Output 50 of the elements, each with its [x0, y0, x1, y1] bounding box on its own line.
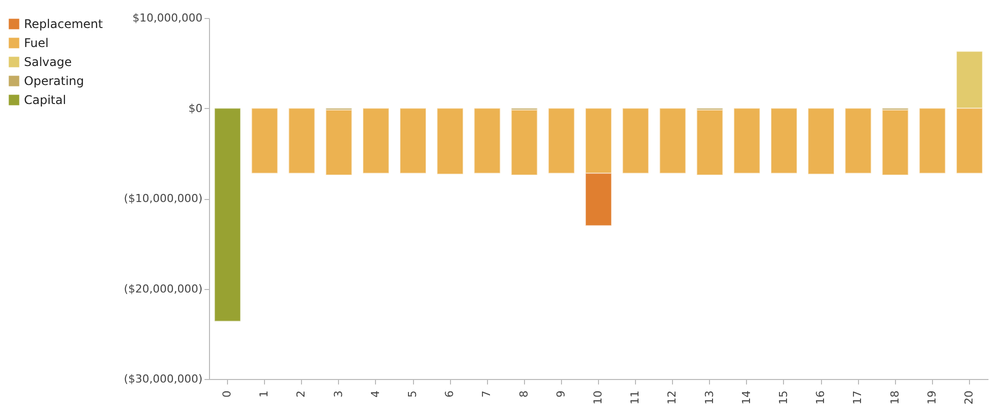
bar — [325, 110, 352, 176]
bar — [214, 108, 242, 322]
x-tick-label: 9 — [554, 390, 568, 398]
bar — [918, 108, 946, 174]
legend-label: Salvage — [24, 55, 72, 69]
x-tick-label: 16 — [814, 390, 828, 404]
legend-label: Fuel — [24, 36, 49, 50]
x-tick-label: 18 — [888, 390, 902, 404]
bar — [882, 110, 909, 176]
x-tick-label: 6 — [443, 390, 456, 398]
x-tick-label: 2 — [294, 390, 308, 398]
bar — [288, 108, 316, 174]
bar — [844, 108, 872, 174]
bar — [696, 110, 724, 176]
bar — [622, 108, 650, 174]
x-tick-label: 13 — [702, 390, 716, 404]
y-tick-label: ($30,000,000) — [124, 372, 202, 386]
x-tick-label: 10 — [592, 390, 604, 404]
y-tick-label: $0 — [188, 102, 202, 115]
bar — [733, 108, 760, 174]
legend-label: Capital — [24, 93, 66, 107]
x-tick-label: 5 — [406, 390, 420, 398]
bar — [251, 108, 278, 174]
x-tick-label: 12 — [666, 390, 679, 404]
x-tick-label: 4 — [368, 390, 382, 398]
x-tick-label: 1 — [258, 390, 271, 398]
y-tick-label: $10,000,000 — [132, 12, 202, 24]
legend-label: Operating — [24, 74, 84, 88]
x-tick-label: 3 — [332, 390, 345, 398]
x-tick-label: 11 — [628, 390, 642, 404]
x-tick-label: 14 — [740, 390, 753, 404]
x-tick-label: 19 — [925, 390, 938, 404]
bar — [808, 108, 835, 175]
bar — [770, 108, 798, 174]
y-tick-label: ($20,000,000) — [124, 282, 202, 296]
bar — [400, 108, 427, 174]
x-tick-label: 8 — [517, 390, 530, 398]
bar — [510, 110, 538, 176]
x-tick-label: 17 — [851, 390, 864, 404]
x-tick-label: 20 — [962, 390, 976, 404]
x-tick-label: 0 — [220, 390, 234, 398]
legend-label: Replacement — [24, 17, 104, 31]
y-tick-label: ($10,000,000) — [124, 192, 202, 205]
x-tick-label: 7 — [480, 390, 494, 398]
bar — [659, 108, 686, 174]
x-tick-label: 15 — [776, 390, 790, 404]
bar — [362, 108, 390, 174]
bar — [474, 108, 501, 174]
bar — [436, 108, 464, 175]
bar — [548, 108, 575, 174]
